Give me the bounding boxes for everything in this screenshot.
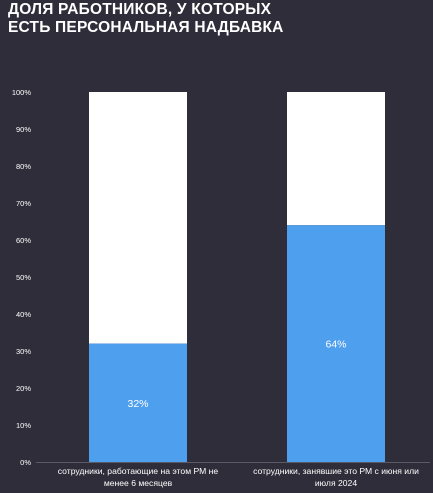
- y-tick-label: 30%: [16, 347, 31, 356]
- y-tick-label: 100%: [12, 88, 32, 97]
- bar-remainder: [287, 92, 385, 226]
- y-tick-label: 10%: [16, 421, 31, 430]
- x-category-label-line: менее 6 месяцев: [103, 478, 173, 488]
- chart-title-line-2: ЕСТЬ ПЕРСОНАЛЬНАЯ НАДБАВКА: [8, 19, 284, 36]
- data-label: 64%: [325, 339, 346, 351]
- x-category-label-line: сотрудники, работающие на этом РМ не: [57, 466, 219, 476]
- chart-title-line-1: ДОЛЯ РАБОТНИКОВ, У КОТОРЫХ: [8, 1, 272, 18]
- y-tick-label: 90%: [16, 125, 31, 134]
- x-category-label-line: сотрудники, занявшие это РМ с июня или: [253, 466, 419, 476]
- y-tick-label: 40%: [16, 310, 31, 319]
- y-tick-label: 20%: [16, 384, 31, 393]
- bar-value: [287, 225, 385, 462]
- y-tick-label: 70%: [16, 199, 31, 208]
- y-tick-label: 50%: [16, 273, 31, 282]
- bar-value: [89, 343, 187, 462]
- bar-remainder: [89, 92, 187, 344]
- chart-title: ДОЛЯ РАБОТНИКОВ, У КОТОРЫХ ЕСТЬ ПЕРСОНАЛ…: [8, 1, 284, 37]
- x-category-label: сотрудники, работающие на этом РМ не мене…: [40, 465, 236, 489]
- x-category-label-line: июля 2024: [314, 478, 358, 488]
- x-category-label: сотрудники, занявшие это РМ с июня или ию…: [238, 465, 433, 489]
- y-tick-label: 60%: [16, 236, 31, 245]
- y-tick-label: 0%: [20, 458, 31, 467]
- y-tick-label: 80%: [16, 162, 31, 171]
- data-label: 32%: [127, 398, 148, 410]
